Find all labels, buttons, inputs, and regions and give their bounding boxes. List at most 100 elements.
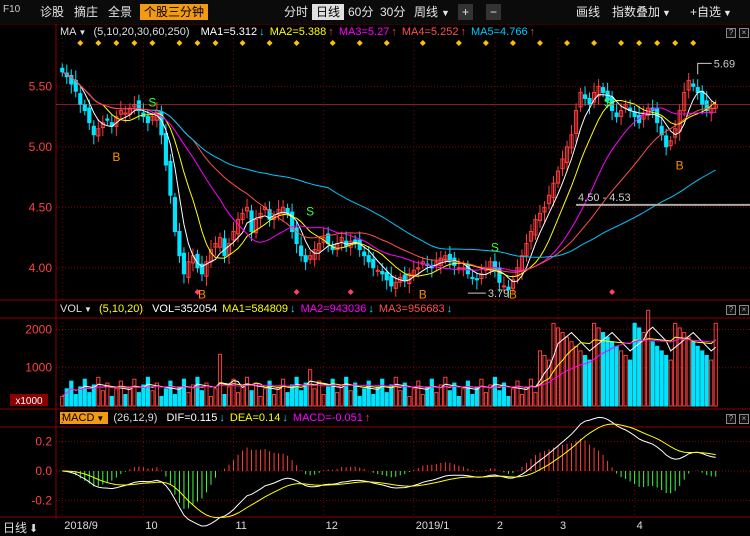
candle-body [267,209,272,220]
buy-marker: B [112,150,120,164]
volume-bar [402,382,407,407]
candle-body [659,125,664,136]
signal-diamond [383,40,390,46]
toolbar-item-diagnose[interactable]: 诊股 [40,5,65,19]
sell-marker: S [491,241,499,255]
period-daily[interactable]: 日线 [312,4,345,20]
volume-bar [483,392,488,407]
volume-bar [226,386,232,407]
signal-diamond [455,40,462,46]
volume-bar [154,382,159,407]
candle-body [87,107,92,124]
toolbar-item-zhuang[interactable]: 摘庄 [74,5,99,19]
volume-bar [321,394,326,407]
volume-bar [132,378,137,407]
candle-body [393,281,398,289]
bottom-period-selector[interactable]: 日线 ⬇ [0,519,56,535]
candle-body [456,267,461,270]
vol-ma2-value: MA2=943036 [300,303,367,315]
candle-body [587,97,592,106]
volume-bar [646,309,651,407]
candle-body [222,238,227,257]
ma-line-3 [62,71,716,272]
volume-bar [258,395,263,407]
chevron-down-icon: ▼ [441,8,450,18]
signal-diamond [293,40,300,46]
volume-bar [438,384,443,407]
volume-bar [447,390,452,407]
period-more-dropdown[interactable]: 周线 ▼ [410,4,454,20]
f10-button[interactable]: F10 [3,4,21,15]
volume-bar [623,354,628,407]
volume-bar [109,395,114,407]
volume-bar [420,394,425,407]
tab-three-minute[interactable]: 个股三分钟 [140,4,209,20]
candle-body [564,146,570,164]
volume-bar [573,345,579,407]
index-overlay-button[interactable]: 指数叠加 ▼ [608,4,675,20]
period-30min[interactable]: 30分 [380,5,406,19]
vol-ma-line-3 [61,338,716,397]
zoom-out-button[interactable]: − [486,4,502,20]
volume-bar [429,378,434,407]
volume-bar [127,386,132,407]
arrow-up-icon: ↑ [529,26,536,38]
volume-bar [389,384,394,407]
zoom-in-button[interactable]: + [458,4,474,20]
ma-indicator-label: MA [60,26,77,38]
candle-body [474,278,479,281]
candle-body [524,243,529,257]
volume-bar [551,322,556,407]
volume-bar [181,378,187,407]
candle-body [578,91,583,108]
watchlist-label: 自选 [697,5,722,19]
volume-bar [100,390,105,407]
chevron-down-icon: ▼ [662,8,671,18]
candle-body [281,206,286,214]
candle-body [560,158,565,170]
candle-body [244,206,250,212]
candles [60,63,718,298]
watchlist-button[interactable]: +自选 ▼ [686,4,736,20]
candle-body [411,269,416,276]
panel-close-icon[interactable]: × [739,305,749,315]
period-60min[interactable]: 60分 [348,5,374,19]
time-tick-label: 3 [560,520,566,532]
candle-body [664,135,669,148]
volume-bar [677,327,682,407]
dif-value: DIF=0.115 [166,412,218,424]
dea-value: DEA=0.14 [229,412,281,424]
signal-diamond [654,40,661,46]
panel-close-icon[interactable]: × [739,414,749,424]
vol-params: (5,10,20) [99,303,144,315]
arrow-up-icon: ↑ [364,412,371,424]
ma-indicator-select[interactable]: MA ▼ [60,26,88,38]
draw-line-button[interactable]: 画线 [576,5,601,19]
volume-bar [569,341,574,407]
arrow-down-icon: ⬇ [29,523,39,535]
volume-bar [700,350,705,407]
macd-tick-label: 0.0 [35,464,52,478]
candle-body [443,255,448,260]
macd-indicator-select[interactable]: MACD ▼ [60,412,109,424]
candle-body [168,160,173,196]
volume-bar [704,354,709,407]
volume-bar [60,395,65,407]
volume-bar [262,388,268,407]
period-intraday[interactable]: 分时 [284,5,309,19]
candle-body [510,279,516,289]
candle-body [619,110,624,118]
signal-diamond-low [609,289,616,295]
vol-indicator-select[interactable]: VOL ▼ [60,303,94,315]
price-tick-label: 4.50 [29,200,53,214]
candle-body [546,194,552,205]
volume-bar [664,354,669,407]
panel-settings-icon[interactable]: ? [726,28,736,38]
toolbar-item-overview[interactable]: 全景 [108,5,133,19]
panel-close-icon[interactable]: × [739,28,749,38]
candle-body [226,243,232,255]
candle-body [276,209,281,216]
panel-settings-icon[interactable]: ? [726,414,736,424]
panel-settings-icon[interactable]: ? [726,305,736,315]
